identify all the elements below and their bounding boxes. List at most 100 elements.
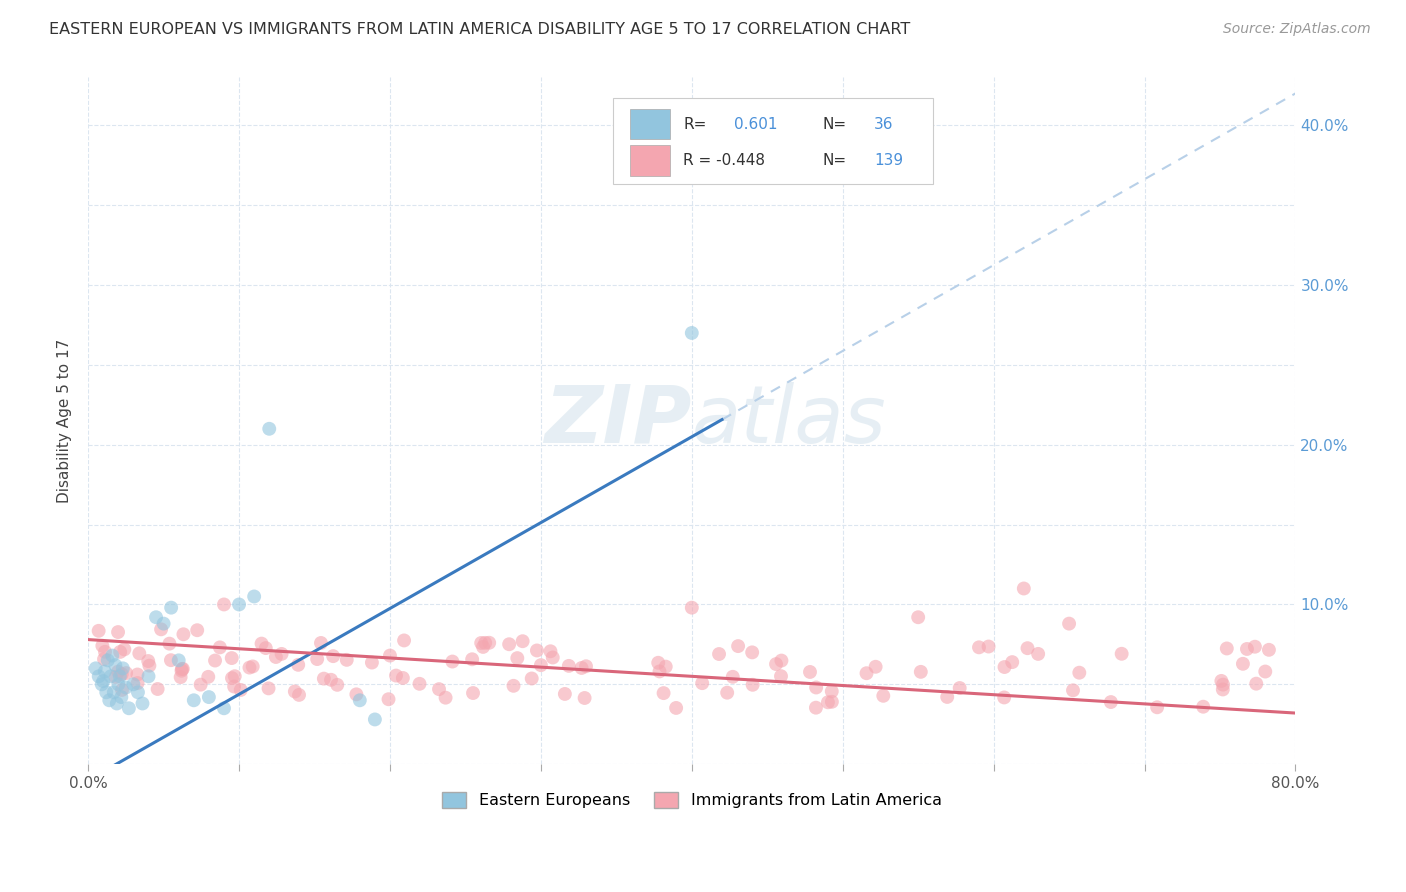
Point <box>1212 682 1234 697</box>
Point <box>288 688 311 702</box>
Point <box>502 679 524 693</box>
Point <box>434 690 457 705</box>
Text: 0.601: 0.601 <box>734 117 778 132</box>
Text: EASTERN EUROPEAN VS IMMIGRANTS FROM LATIN AMERICA DISABILITY AGE 5 TO 17 CORRELA: EASTERN EUROPEAN VS IMMIGRANTS FROM LATI… <box>49 22 911 37</box>
Point <box>498 637 520 651</box>
Point <box>145 610 167 624</box>
Point <box>1069 665 1091 680</box>
Point <box>769 669 792 683</box>
Point <box>170 662 193 676</box>
Point <box>90 677 112 691</box>
Point <box>87 624 110 638</box>
Point <box>554 687 576 701</box>
Point <box>228 598 250 612</box>
Point <box>665 701 688 715</box>
Point <box>224 669 246 683</box>
Point <box>172 627 194 641</box>
Point <box>1146 700 1168 714</box>
Point <box>385 668 408 682</box>
Point <box>506 651 529 665</box>
Point <box>1216 641 1239 656</box>
Point <box>364 713 387 727</box>
Point <box>821 684 844 698</box>
Point <box>427 682 450 697</box>
Y-axis label: Disability Age 5 to 17: Disability Age 5 to 17 <box>58 339 72 503</box>
Point <box>541 650 564 665</box>
Point <box>949 681 972 695</box>
Point <box>87 669 110 683</box>
Point <box>804 700 827 714</box>
Point <box>322 649 344 664</box>
Point <box>270 647 292 661</box>
Point <box>224 680 246 694</box>
Point <box>319 673 342 687</box>
Point <box>690 676 713 690</box>
Point <box>238 660 260 674</box>
Text: R = -0.448: R = -0.448 <box>683 153 765 168</box>
Point <box>157 637 180 651</box>
Point <box>204 654 226 668</box>
Point <box>1254 665 1277 679</box>
Point <box>229 682 252 697</box>
Point <box>1111 647 1133 661</box>
Point <box>1012 582 1035 596</box>
Point <box>799 665 821 679</box>
Point <box>993 690 1015 705</box>
Point <box>907 610 929 624</box>
Point <box>212 701 235 715</box>
Point <box>1258 643 1281 657</box>
Point <box>741 645 763 659</box>
Point <box>108 645 131 659</box>
Point <box>169 670 191 684</box>
Point <box>474 636 496 650</box>
Point <box>530 658 553 673</box>
Point <box>1232 657 1254 671</box>
Point <box>127 685 149 699</box>
Point <box>1192 699 1215 714</box>
Point <box>1017 641 1039 656</box>
Point <box>817 695 839 709</box>
Text: 36: 36 <box>875 117 894 132</box>
Point <box>115 681 138 695</box>
Point <box>138 658 160 673</box>
Point <box>540 644 562 658</box>
FancyBboxPatch shape <box>613 98 934 184</box>
Point <box>284 684 307 698</box>
Point <box>1001 655 1024 669</box>
Point <box>520 672 543 686</box>
Text: atlas: atlas <box>692 382 887 459</box>
Point <box>349 693 371 707</box>
Point <box>243 590 266 604</box>
Point <box>97 653 120 667</box>
Point <box>105 697 128 711</box>
Text: N=: N= <box>823 117 846 132</box>
Point <box>183 693 205 707</box>
Point <box>103 685 125 699</box>
Point <box>526 643 548 657</box>
Point <box>1057 616 1080 631</box>
Text: R=: R= <box>683 117 707 132</box>
Point <box>377 692 399 706</box>
Text: ZIP: ZIP <box>544 382 692 459</box>
Point <box>652 686 675 700</box>
Point <box>190 678 212 692</box>
Point <box>1236 642 1258 657</box>
Point <box>910 665 932 679</box>
Point <box>741 678 763 692</box>
Point <box>681 326 703 340</box>
Point <box>128 646 150 660</box>
Point <box>721 670 744 684</box>
Point <box>91 674 114 689</box>
Point <box>1099 695 1122 709</box>
Point <box>727 639 749 653</box>
Point <box>115 666 138 681</box>
Point <box>312 672 335 686</box>
Point <box>336 653 359 667</box>
Point <box>287 657 309 672</box>
Point <box>392 671 415 685</box>
Point <box>408 677 430 691</box>
Point <box>107 625 129 640</box>
Point <box>94 645 117 659</box>
Text: Source: ZipAtlas.com: Source: ZipAtlas.com <box>1223 22 1371 37</box>
Point <box>136 654 159 668</box>
